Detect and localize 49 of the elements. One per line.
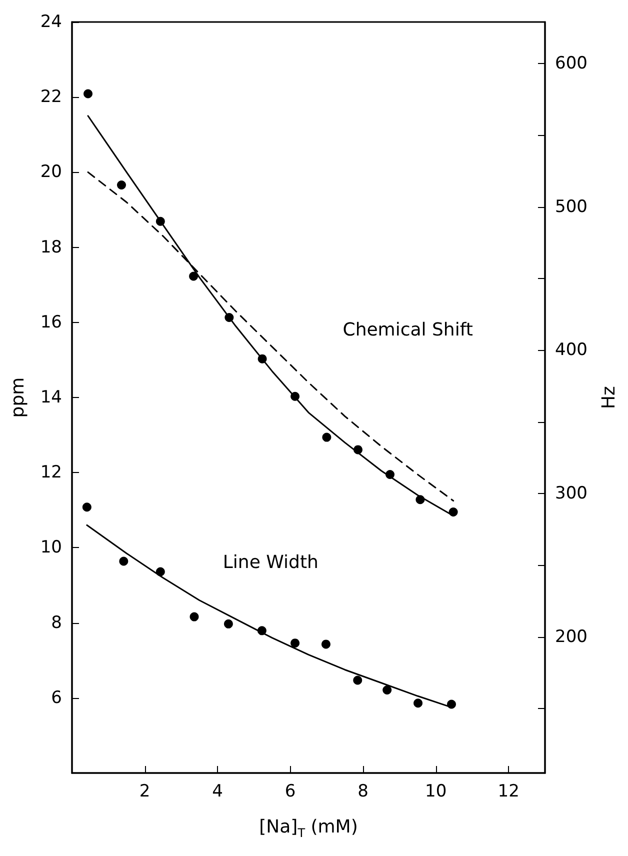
- x-tick-label: 10: [425, 782, 447, 802]
- point: [190, 612, 199, 622]
- point: [224, 313, 234, 322]
- point: [189, 272, 198, 281]
- y-tick-label: 24: [40, 12, 62, 32]
- point: [119, 556, 128, 566]
- point: [321, 640, 330, 649]
- annotation: Line Width: [222, 552, 318, 574]
- point: [447, 700, 456, 709]
- point: [116, 180, 126, 190]
- y2-tick-label: 200: [555, 626, 588, 647]
- y-tick-label: 18: [40, 237, 62, 258]
- point: [224, 619, 233, 628]
- point: [82, 502, 92, 512]
- x-tick-label: 4: [212, 782, 223, 802]
- point: [290, 392, 300, 401]
- point: [386, 470, 394, 479]
- y2-tick-label: 500: [555, 196, 588, 217]
- y-axis-title: ppm: [8, 377, 28, 418]
- x-tick-label: 2: [139, 782, 150, 802]
- y-tick-label: 22: [40, 87, 62, 108]
- y-tick-label: 20: [40, 162, 62, 182]
- x-tick-label: 8: [358, 782, 368, 802]
- point: [414, 698, 423, 708]
- point: [257, 626, 266, 636]
- point: [353, 676, 362, 685]
- y-tick-label: 14: [40, 388, 62, 408]
- point: [156, 216, 165, 226]
- annotation: Chemical Shift: [342, 319, 473, 340]
- y-tick-label: 6: [51, 688, 62, 708]
- y-tick-label: 16: [40, 312, 62, 332]
- x-tick-label: 6: [284, 782, 296, 802]
- point: [156, 567, 165, 576]
- point: [448, 508, 458, 517]
- y2-tick-label: 300: [555, 484, 588, 504]
- y-tick-label: 12: [40, 462, 62, 483]
- point: [290, 638, 300, 648]
- x-tick-label: 12: [498, 782, 520, 802]
- point: [84, 89, 93, 98]
- point: [322, 432, 332, 442]
- y2-tick-label: 600: [555, 54, 588, 74]
- y2-tick-label: 400: [555, 340, 588, 360]
- point: [353, 445, 362, 454]
- y-tick-label: 10: [40, 538, 62, 558]
- point: [416, 495, 425, 504]
- y-tick-label: 8: [51, 612, 62, 633]
- point: [382, 686, 392, 695]
- y2-axis-title: Hz: [598, 386, 620, 409]
- point: [258, 354, 267, 364]
